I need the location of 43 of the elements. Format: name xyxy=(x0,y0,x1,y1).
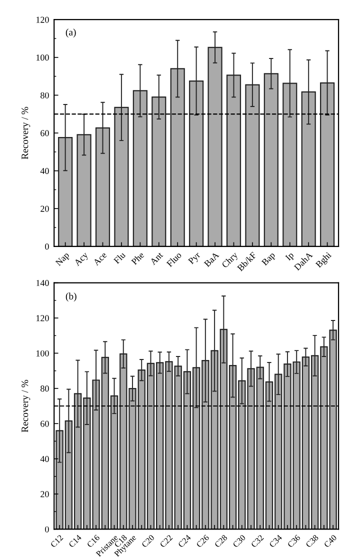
x-tick-label: Ace xyxy=(92,252,108,266)
y-tick-label: 20 xyxy=(40,206,49,212)
annotation: (a) xyxy=(66,28,76,38)
x-tick-label: Phe xyxy=(130,251,144,266)
x-tick-label: C22 xyxy=(160,534,173,548)
x-tick-label: C14 xyxy=(68,534,82,548)
x-tick-label: Nap xyxy=(55,252,71,268)
x-tick-label: Flu xyxy=(113,251,126,264)
x-tick-label: Fluo xyxy=(166,252,182,268)
x-tick-label: Pyr xyxy=(188,252,202,266)
x-tick-label: C38 xyxy=(305,534,319,548)
y-tick-label: 60 xyxy=(40,420,49,427)
x-tick-label: C40 xyxy=(324,534,337,548)
x-tick-label: Bap xyxy=(261,252,277,268)
y-tick-label: 60 xyxy=(40,130,49,136)
y-tick-label: 40 xyxy=(40,168,49,174)
x-tick-label: Ip xyxy=(285,252,296,262)
y-tick-label: 100 xyxy=(36,54,49,61)
x-tick-label: C26 xyxy=(196,534,210,548)
x-tick-label: C32 xyxy=(250,534,264,548)
x-tick-label: C28 xyxy=(214,534,228,548)
y-tick-label: 0 xyxy=(45,244,49,250)
x-tick-label: C36 xyxy=(287,534,301,548)
y-tick-label: 0 xyxy=(45,526,49,532)
y-tick-label: 80 xyxy=(40,92,49,98)
y-tick-label: 140 xyxy=(36,280,49,286)
x-tick-label: C34 xyxy=(268,534,282,548)
y-tick-label: 20 xyxy=(40,491,49,498)
x-tick-label: C24 xyxy=(178,534,192,548)
x-tick-label: Ant xyxy=(150,252,164,266)
y-tick-label: 120 xyxy=(36,315,49,322)
x-tick-label: C20 xyxy=(141,534,155,548)
x-tick-label: C12 xyxy=(50,534,64,548)
x-tick-label: C30 xyxy=(232,534,246,548)
y-axis-title: Recovery / % xyxy=(22,380,30,432)
x-tick-label: Acy xyxy=(74,251,90,268)
y-tick-label: 120 xyxy=(36,16,49,23)
y-tick-label: 80 xyxy=(40,386,49,392)
y-tick-label: 100 xyxy=(36,350,49,356)
y-tick-label: 40 xyxy=(40,456,49,462)
x-tick-label: BaA xyxy=(204,252,220,268)
annotation: (b) xyxy=(66,292,76,302)
y-axis-title: Recovery / % xyxy=(22,106,30,160)
